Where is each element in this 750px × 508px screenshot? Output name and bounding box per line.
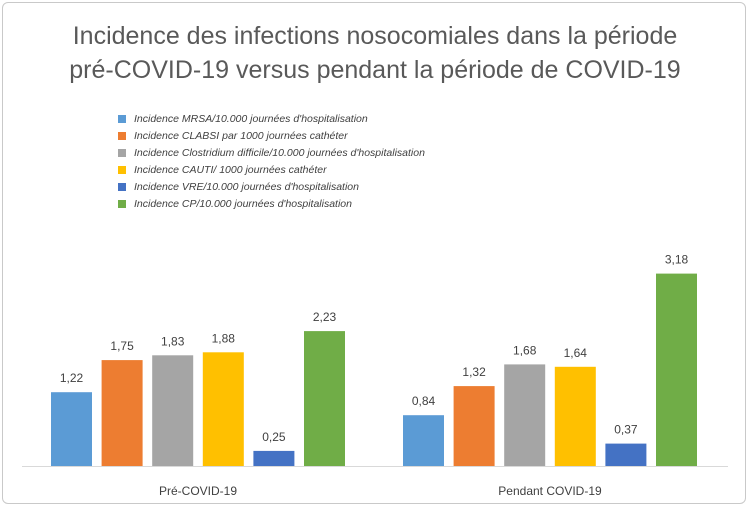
category-label: Pré-COVID-19 — [159, 484, 237, 498]
bar — [504, 364, 546, 466]
legend-item: Incidence CAUTI/ 1000 journées cathéter — [118, 161, 425, 178]
data-label: 1,64 — [564, 346, 588, 360]
legend-item: Incidence CLABSI par 1000 journées cathé… — [118, 127, 425, 144]
data-label: 1,75 — [110, 339, 134, 353]
category-label: Pendant COVID-19 — [498, 484, 602, 498]
legend-item: Incidence Clostridium difficile/10.000 j… — [118, 144, 425, 161]
legend-label: Incidence Clostridium difficile/10.000 j… — [134, 146, 425, 159]
bar — [202, 352, 244, 466]
legend-swatch — [118, 131, 126, 140]
chart-title-line-1: Incidence des infections nosocomiales da… — [72, 22, 678, 50]
legend-label: Incidence CP/10.000 journées d'hospitali… — [134, 197, 352, 210]
bar — [51, 392, 92, 466]
chart-title-line-2: pré-COVID-19 versus pendant la période d… — [69, 56, 681, 84]
bar — [403, 415, 444, 466]
data-label: 1,83 — [161, 334, 185, 348]
bar — [453, 386, 495, 466]
chart-legend: Incidence MRSA/10.000 journées d'hospita… — [118, 110, 425, 212]
legend-swatch — [118, 165, 126, 174]
data-label: 0,25 — [262, 430, 286, 444]
data-label: 2,23 — [313, 310, 337, 324]
legend-item: Incidence MRSA/10.000 journées d'hospita… — [118, 110, 425, 127]
legend-item: Incidence VRE/10.000 journées d'hospital… — [118, 178, 425, 195]
legend-label: Incidence MRSA/10.000 journées d'hospita… — [134, 112, 368, 125]
legend-label: Incidence CLABSI par 1000 journées cathé… — [134, 129, 348, 142]
bar — [656, 273, 697, 466]
legend-item: Incidence CP/10.000 journées d'hospitali… — [118, 195, 425, 212]
data-label: 0,37 — [614, 423, 638, 437]
bar — [554, 366, 596, 466]
legend-label: Incidence CAUTI/ 1000 journées cathéter — [134, 163, 327, 176]
data-label: 0,84 — [412, 394, 436, 408]
data-label: 1,32 — [462, 365, 486, 379]
bar — [304, 331, 345, 466]
data-label: 1,68 — [513, 343, 537, 357]
bar — [253, 450, 295, 466]
legend-swatch — [118, 199, 126, 208]
bar — [152, 355, 194, 466]
data-label: 1,88 — [212, 331, 236, 345]
legend-label: Incidence VRE/10.000 journées d'hospital… — [134, 180, 359, 193]
data-label: 1,22 — [60, 371, 84, 385]
bar — [101, 360, 143, 466]
data-label: 3,18 — [665, 253, 689, 267]
legend-swatch — [118, 114, 126, 123]
legend-swatch — [118, 182, 126, 191]
legend-swatch — [118, 148, 126, 157]
bar — [605, 443, 647, 466]
